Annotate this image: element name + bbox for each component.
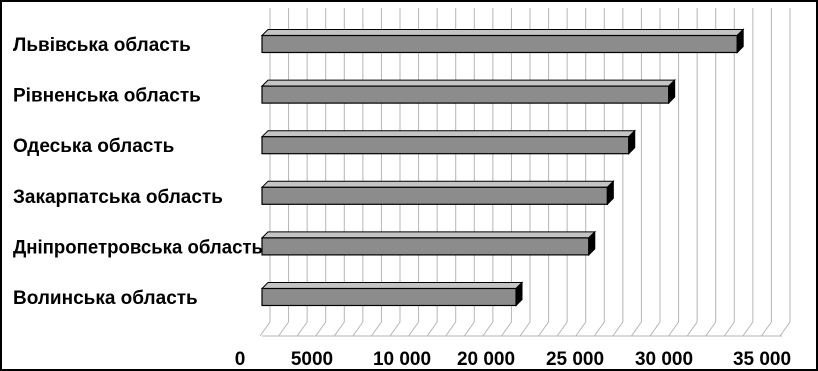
floor-grid-line — [371, 321, 382, 337]
category-label: Закарпатська область — [13, 187, 223, 208]
floor-grid-line — [761, 321, 772, 337]
bar-end-face — [628, 129, 636, 155]
bar-top-face — [260, 130, 636, 138]
bar — [261, 287, 517, 307]
floor-grid-line — [686, 321, 698, 337]
bar — [261, 136, 630, 155]
floor-grid-line — [501, 321, 512, 337]
floor-grid-line — [593, 321, 605, 337]
x-tick-label: 20 000 — [457, 349, 515, 370]
floor-grid-line — [352, 321, 364, 337]
floor-grid-line — [742, 321, 754, 337]
floor-grid-line — [389, 321, 401, 337]
floor-grid-line — [445, 321, 457, 337]
bar — [261, 237, 590, 256]
bar — [261, 85, 670, 104]
floor-grid-line — [612, 321, 624, 337]
bar-top-face — [260, 180, 615, 188]
bar-end-face — [588, 230, 596, 257]
floor-grid-line — [463, 321, 475, 337]
category-label: Одеська область — [13, 136, 174, 157]
floor-grid-line — [296, 321, 308, 337]
floor-grid-line — [519, 321, 531, 337]
floor-grid-line — [408, 321, 419, 337]
bar — [261, 34, 738, 54]
x-tick-label: 0 — [235, 349, 246, 370]
bar-end-face — [668, 78, 676, 105]
grid-lines — [259, 8, 791, 337]
floor-grid-line — [705, 321, 717, 337]
bar-end-face — [515, 281, 523, 307]
floor-grid-line — [333, 321, 345, 337]
x-tick-label: 30 000 — [635, 349, 693, 370]
floor-grid-line — [779, 321, 791, 337]
floor-grid-line — [259, 321, 271, 337]
x-tick-label: 35 000 — [733, 349, 791, 370]
floor-grid-line — [723, 321, 735, 337]
category-labels: Львівська область Рівненська область Одесь… — [13, 35, 263, 309]
floor-grid-line — [631, 321, 642, 337]
category-label: Дніпропетровська область — [13, 237, 263, 258]
bar-top-face — [260, 29, 745, 36]
floor-grid-line — [556, 321, 568, 337]
floor-grid-line — [482, 321, 494, 337]
x-axis-tick-labels: 0 5000 10 000 20 000 25 000 30 000 35 000 — [235, 349, 791, 370]
floor-grid-line — [649, 321, 661, 337]
floor-grid-line — [668, 321, 679, 337]
x-tick-label: 25 000 — [546, 349, 604, 370]
bar — [261, 186, 608, 205]
category-label: Рівненська область — [13, 86, 201, 107]
floor-grid-line — [278, 321, 289, 337]
bar-top-face — [260, 79, 676, 87]
floor-grid-line — [575, 321, 587, 337]
category-label: Львівська область — [13, 35, 191, 56]
bar-top-face — [260, 282, 524, 289]
bar-top-face — [260, 231, 596, 239]
floor-grid-line — [538, 321, 549, 337]
category-label: Волинська область — [13, 288, 198, 309]
x-tick-label: 5000 — [291, 349, 333, 370]
bar-end-face — [606, 180, 614, 206]
floor-grid-line — [426, 321, 438, 337]
x-tick-label: 10 000 — [373, 349, 431, 370]
bars — [260, 28, 745, 307]
floor-grid-line — [315, 321, 327, 337]
bar-end-face — [736, 28, 744, 54]
